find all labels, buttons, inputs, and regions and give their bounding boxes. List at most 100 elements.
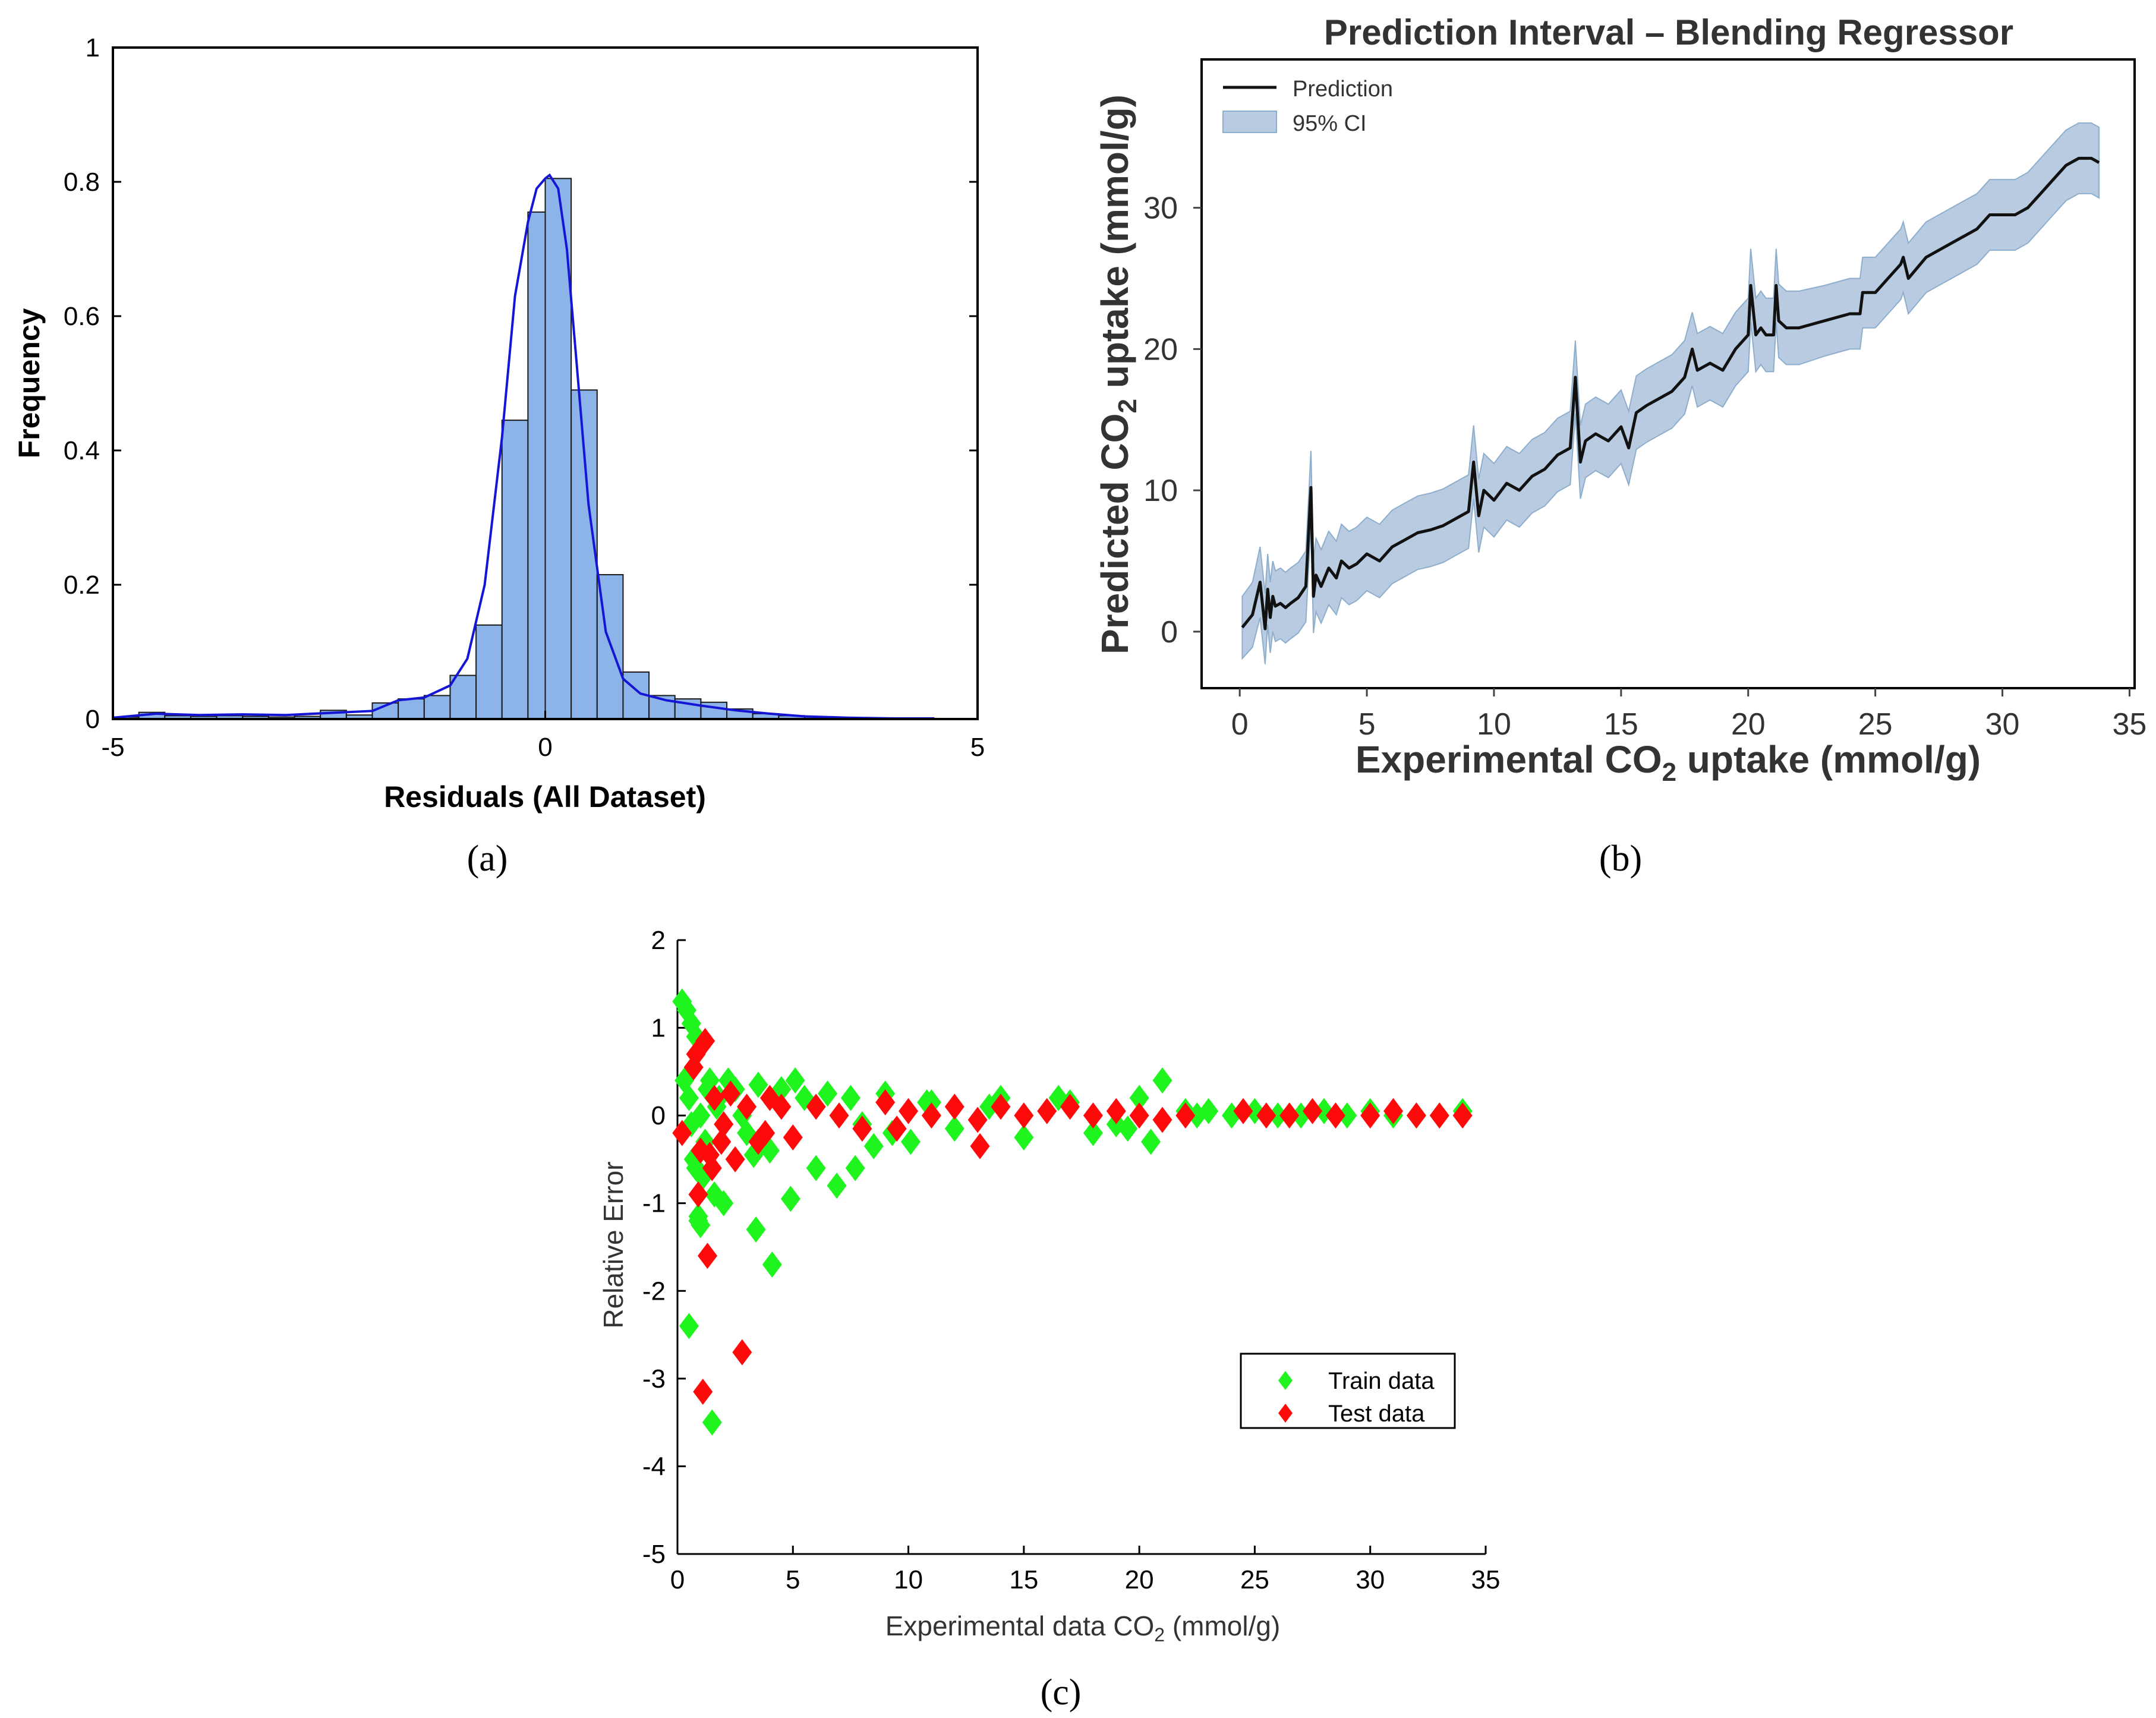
test-point [967,1107,988,1133]
y-axis-label-tail: uptake (mmol/g) [1093,94,1136,399]
test-point [1233,1098,1253,1124]
test-point [1452,1102,1473,1129]
panel-c-relative-error: 0 5 10 15 20 25 30 35 -5 -4 -3 -2 -1 0 1 2 Train data … [598,926,1500,1713]
test-point [725,1146,745,1172]
y-tick-label: 0 [86,705,100,734]
y-axis-label: Predicted CO2 uptake (mmol/g) [1093,94,1142,654]
y-tick-label: -1 [642,1189,666,1218]
train-point [1141,1128,1161,1155]
train-point [1083,1120,1103,1146]
test-point [829,1102,849,1129]
x-axis-label-subscript: 2 [1662,758,1676,787]
train-point [1337,1102,1357,1129]
x-tick-label: 30 [1985,707,2020,742]
panel-caption: (a) [467,838,508,879]
train-point [818,1080,838,1107]
y-tick-label: 20 [1143,332,1178,367]
y-tick-label: -2 [642,1276,666,1306]
train-point [1106,1111,1126,1137]
train-point [921,1089,941,1116]
x-tick-label: 20 [1731,707,1766,742]
y-axis-label: Frequency [12,308,46,458]
x-axis-label-tail: (mmol/g) [1165,1610,1280,1641]
histogram-bar [398,698,425,720]
y-tick-label: -3 [642,1364,666,1394]
legend-ci-label: 95% CI [1293,111,1367,136]
test-point [693,1378,713,1405]
y-tick-label: 1 [651,1014,666,1043]
x-axis-ticks: 0 5 10 15 20 25 30 35 [1231,688,2146,742]
train-point [785,1067,805,1094]
y-tick-label: 0 [1161,615,1178,650]
panel-caption: (b) [1599,838,1642,879]
test-point [970,1133,990,1159]
train-point [679,1085,699,1111]
train-point [1268,1102,1288,1129]
test-point [1060,1093,1080,1120]
chart-title: Prediction Interval – Blending Regressor [1324,12,2013,52]
y-axis-ticks: 0 0.2 0.4 0.6 0.8 1 [64,33,978,734]
y-tick-label: 0.6 [64,302,100,331]
test-point [1279,1102,1300,1129]
test-point [852,1115,872,1142]
test-point [699,1142,720,1168]
x-tick-label: 5 [786,1565,800,1594]
train-point [840,1085,860,1111]
test-point [1360,1102,1380,1129]
train-point [691,1102,711,1129]
x-axis-ticks: 0 5 10 15 20 25 30 35 [670,1546,1500,1594]
train-point [900,1128,921,1155]
test-point [714,1111,734,1137]
x-axis-label-subscript: 2 [1154,1624,1165,1646]
x-tick-label: 15 [1604,707,1638,742]
train-point [1152,1067,1172,1094]
y-axis-label-subscript: 2 [1113,399,1142,413]
x-tick-label: 10 [1477,707,1511,742]
test-point [921,1102,941,1129]
test-point [1014,1102,1034,1129]
train-point [762,1252,782,1278]
legend-box [1240,1353,1456,1429]
test-point [1083,1102,1103,1129]
test-point [1037,1098,1057,1124]
train-point [714,1190,734,1216]
kde-curve [112,173,935,720]
histogram-bar [700,701,728,720]
test-point [991,1093,1011,1120]
train-point [806,1155,826,1181]
histogram-bar [449,674,477,720]
test-point [1256,1102,1276,1129]
x-tick-label: 10 [894,1565,923,1594]
x-axis-label: Experimental CO2 uptake (mmol/g) [1356,738,1981,787]
y-axis-ticks: 0 10 20 30 [1143,191,1202,650]
scatter-points [672,988,1473,1436]
x-axis-label-tail: uptake (mmol/g) [1676,738,1981,781]
test-point [771,1093,792,1120]
y-tick-label: 2 [651,926,666,955]
test-point [806,1093,826,1120]
test-point [737,1093,757,1120]
test-point [783,1124,803,1151]
legend-test-swatch [1278,1404,1293,1423]
histogram-bars [112,178,935,720]
test-point [1383,1098,1404,1124]
test-point [1175,1102,1196,1129]
train-point [679,1313,699,1339]
x-tick-label: 25 [1240,1565,1269,1594]
test-point [944,1093,964,1120]
x-tick-label: 0 [670,1565,685,1594]
x-axis-label-main: Experimental data CO [885,1610,1155,1641]
legend-ci-swatch [1222,111,1277,133]
test-point [1406,1102,1426,1129]
test-point [720,1080,740,1107]
legend-prediction-label: Prediction [1293,77,1393,102]
test-point [698,1243,718,1269]
histogram-bar [501,420,529,720]
y-tick-label: 10 [1143,474,1178,508]
train-point [863,1133,884,1159]
panel-b-prediction-interval: 0 5 10 15 20 25 30 35 0 10 20 30 Prediction Interv… [1093,12,2146,879]
legend-test-label: Test data [1328,1401,1425,1427]
prediction-line [1241,156,2100,631]
panel-caption: (c) [1041,1672,1082,1713]
